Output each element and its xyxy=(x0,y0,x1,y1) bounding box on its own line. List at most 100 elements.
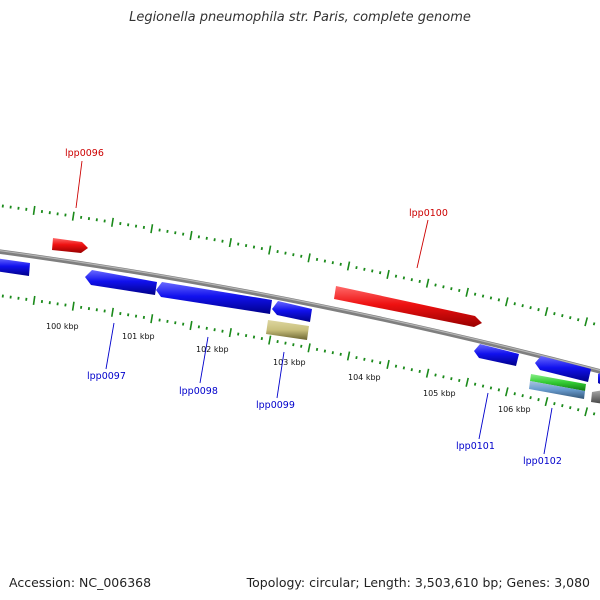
outer-minor-tick xyxy=(418,279,421,283)
inner-minor-tick xyxy=(205,326,208,330)
inner-minor-tick xyxy=(537,398,540,402)
gene-label-lpp0101[interactable]: lpp0101 xyxy=(456,441,495,452)
gene-arrow-lpp0102-rna[interactable] xyxy=(529,381,585,399)
gene-arrow-lpp0102-cds[interactable] xyxy=(535,356,591,382)
inner-major-tick xyxy=(307,343,311,353)
gene-arrow-lpp0100[interactable] xyxy=(334,286,482,327)
scale-label-105kbp: 105 kbp xyxy=(423,389,456,398)
inner-minor-tick xyxy=(300,344,303,348)
inner-major-tick xyxy=(189,320,193,331)
inner-minor-tick xyxy=(442,375,445,379)
inner-minor-tick xyxy=(521,394,524,398)
outer-minor-tick xyxy=(561,314,564,318)
inner-minor-tick xyxy=(529,396,532,400)
inner-minor-tick xyxy=(489,386,493,390)
inner-minor-tick xyxy=(394,364,398,368)
outer-minor-tick xyxy=(244,244,248,248)
leader-line-lpp0102 xyxy=(543,407,553,455)
leader-line-lpp0101 xyxy=(478,392,489,440)
outer-minor-tick xyxy=(221,239,224,243)
gene-label-lpp0096[interactable]: lpp0096 xyxy=(65,148,104,159)
gene-arrow-lpp0099-upper[interactable] xyxy=(272,301,312,322)
inner-minor-tick xyxy=(339,352,342,356)
outer-major-tick xyxy=(584,317,589,327)
outer-major-tick xyxy=(425,278,430,288)
inner-minor-tick xyxy=(371,359,374,363)
outer-minor-tick xyxy=(402,276,406,280)
inner-major-tick xyxy=(150,314,154,324)
inner-major-tick xyxy=(544,397,549,407)
outer-minor-tick xyxy=(315,257,319,261)
inner-major-tick xyxy=(32,295,36,305)
inner-major-tick xyxy=(386,359,390,369)
outer-minor-tick xyxy=(363,267,366,271)
gene-label-lpp0098[interactable]: lpp0098 xyxy=(179,386,218,397)
gene-arrow-lpp0099[interactable] xyxy=(266,320,309,340)
leader-line-lpp0099 xyxy=(276,351,285,399)
outer-minor-tick xyxy=(394,274,398,278)
outer-minor-tick xyxy=(569,316,572,320)
outer-minor-tick xyxy=(537,308,540,312)
inner-major-tick xyxy=(465,377,469,387)
scale-label-103kbp: 103 kbp xyxy=(273,358,306,367)
outer-major-tick xyxy=(307,253,311,263)
outer-minor-tick xyxy=(410,278,413,282)
gene-arrow-lpp0098[interactable] xyxy=(156,282,272,314)
inner-minor-tick xyxy=(260,336,263,341)
outer-major-tick xyxy=(386,269,390,279)
map-title: Legionella pneumophila str. Paris, compl… xyxy=(129,10,471,25)
outer-major-tick xyxy=(346,261,351,271)
outer-major-tick xyxy=(544,307,549,317)
gene-label-lpp0099[interactable]: lpp0099 xyxy=(256,400,295,411)
outer-minor-tick xyxy=(379,271,382,275)
gene-arrow-lpp0097[interactable] xyxy=(85,270,157,295)
gene-label-lpp0102[interactable]: lpp0102 xyxy=(523,456,562,467)
scale-label-104kbp: 104 kbp xyxy=(348,373,381,382)
inner-minor-tick xyxy=(561,404,564,408)
outer-minor-tick xyxy=(497,298,501,302)
outer-minor-tick xyxy=(521,304,524,308)
gene-arrow-lpp0095[interactable] xyxy=(0,258,30,276)
outer-minor-tick xyxy=(371,269,374,273)
inner-minor-tick xyxy=(553,402,556,406)
inner-minor-tick xyxy=(379,361,382,365)
inner-minor-tick xyxy=(355,356,358,360)
inner-minor-tick xyxy=(410,368,413,372)
gene-label-lpp0097[interactable]: lpp0097 xyxy=(87,371,126,382)
inner-minor-tick xyxy=(576,408,580,412)
outer-minor-tick xyxy=(442,285,445,289)
outer-major-tick xyxy=(189,230,193,241)
outer-minor-tick xyxy=(513,302,516,306)
genome-backbone-highlight xyxy=(0,250,600,371)
outer-major-tick xyxy=(228,238,232,248)
outer-minor-tick xyxy=(489,296,493,300)
outer-minor-tick xyxy=(205,236,208,240)
gene-arrow-edge-grey[interactable] xyxy=(591,390,600,404)
inner-minor-tick xyxy=(213,328,216,332)
inner-minor-tick xyxy=(473,382,477,386)
accession-text: Accession: NC_006368 xyxy=(9,575,152,590)
outer-minor-tick xyxy=(592,322,596,326)
outer-minor-tick xyxy=(458,288,461,293)
inner-minor-tick xyxy=(418,369,421,373)
inner-minor-tick xyxy=(323,349,327,353)
scale-label-100kbp: 100 kbp xyxy=(46,322,79,331)
leader-line-lpp0100 xyxy=(416,219,429,269)
inner-minor-tick xyxy=(592,412,596,416)
outer-minor-tick xyxy=(252,245,256,249)
gene-label-lpp0100[interactable]: lpp0100 xyxy=(409,208,448,219)
scale-labels: 100 kbp 101 kbp 102 kbp 103 kbp 104 kbp … xyxy=(46,322,531,414)
inner-major-tick xyxy=(228,328,232,338)
inner-major-tick xyxy=(110,307,114,317)
scale-label-102kbp: 102 kbp xyxy=(196,345,229,354)
gene-arrow-lpp0101[interactable] xyxy=(474,344,519,366)
scale-label-101kbp: 101 kbp xyxy=(122,332,155,341)
gene-arrow-lpp0102[interactable] xyxy=(530,374,586,391)
inner-major-tick xyxy=(71,301,75,311)
gene-arrow-lpp0096[interactable] xyxy=(52,238,88,253)
outer-major-tick xyxy=(32,205,36,215)
inner-minor-tick xyxy=(237,332,240,336)
outer-minor-tick xyxy=(237,242,240,246)
